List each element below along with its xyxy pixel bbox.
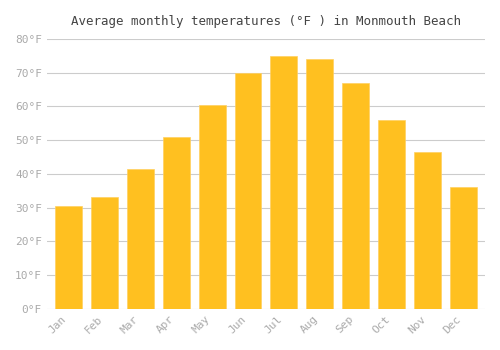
Title: Average monthly temperatures (°F ) in Monmouth Beach: Average monthly temperatures (°F ) in Mo… [71,15,461,28]
Bar [378,120,405,309]
Bar [306,59,334,309]
Bar [162,137,190,309]
Bar [55,206,82,309]
Bar [414,152,441,309]
Bar [198,105,226,309]
Bar [91,197,118,309]
Bar [234,72,262,309]
Bar [270,56,297,309]
Bar [127,169,154,309]
Bar [450,187,477,309]
Bar [342,83,369,309]
